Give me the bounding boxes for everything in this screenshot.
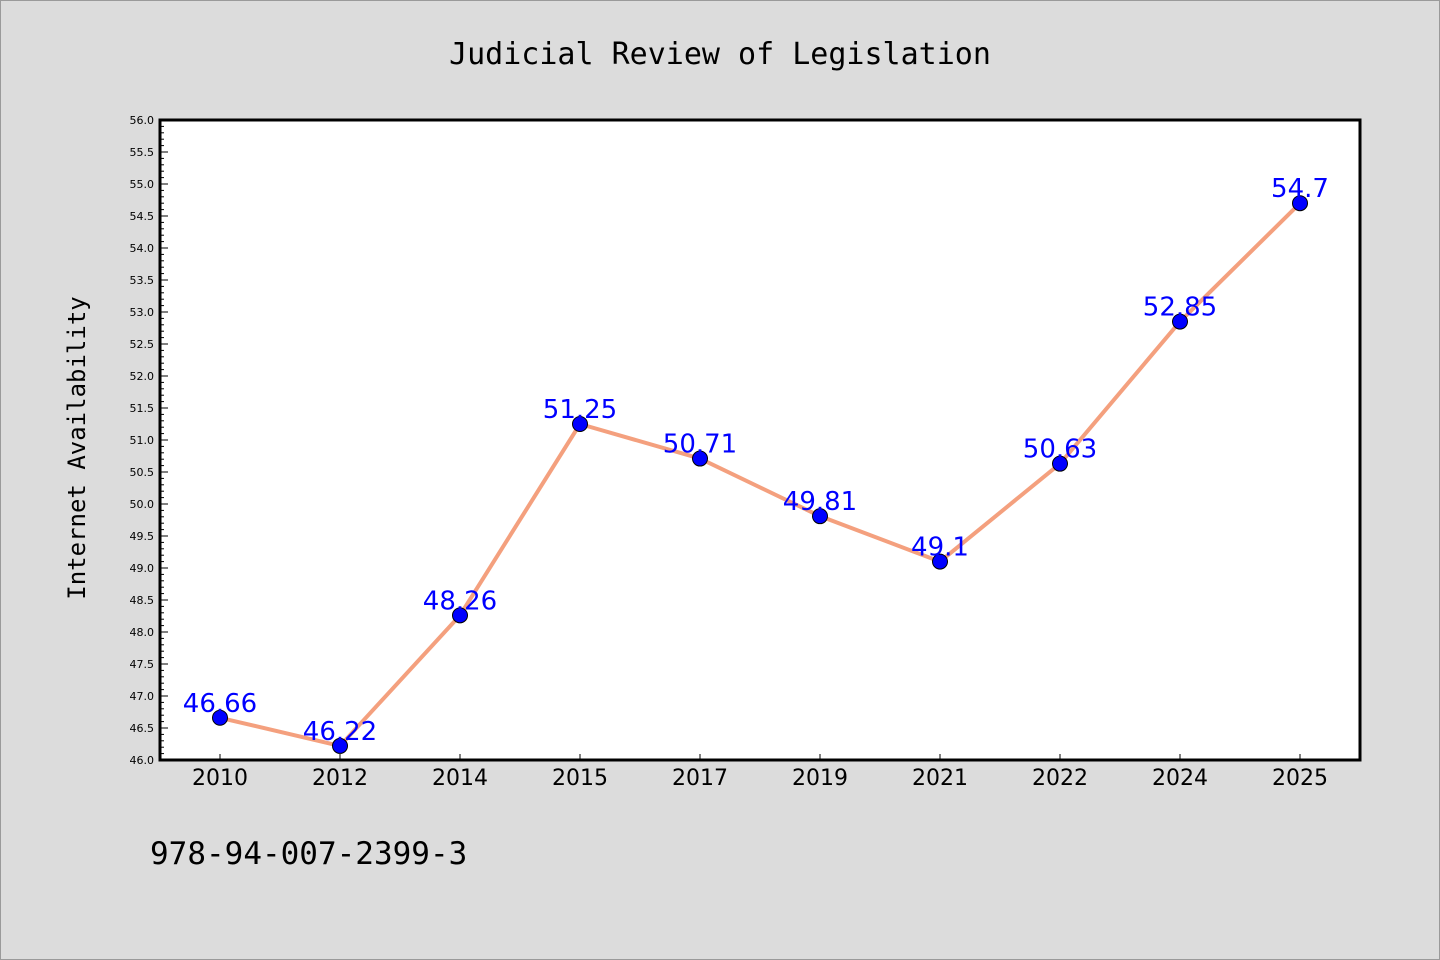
y-tick-label: 47.0 [130,690,155,703]
x-tick-label: 2017 [672,766,728,791]
y-tick-label: 48.5 [130,594,155,607]
x-tick-label: 2019 [792,766,848,791]
data-label: 49.81 [783,487,857,517]
y-tick-label: 49.0 [130,562,155,575]
data-point [1172,313,1188,330]
y-tick-label: 55.5 [130,146,155,159]
y-tick-label: 51.0 [130,434,155,447]
chart-title: Judicial Review of Legislation [449,37,991,72]
isbn-footer: 978-94-007-2399-3 [150,836,467,872]
data-point [692,450,708,467]
data-labels: 46.66 46.22 48.26 51.25 50.71 49.81 49.1 50.63 5… [183,174,1329,747]
x-tick-label: 2025 [1272,766,1328,791]
y-axis-label: Internet Availability [63,296,91,599]
x-axis: 2010 2012 2014 2015 2017 2019 2021 2022 2024 2025 [192,754,1328,791]
y-tick-label: 53.5 [130,274,155,287]
y-tick-label: 47.5 [130,658,155,671]
x-tick-label: 2022 [1032,766,1088,791]
y-tick-label: 55.0 [130,178,155,191]
series-markers [212,195,1308,754]
data-point [452,607,468,624]
y-tick-label: 46.0 [130,754,155,767]
data-label: 54.7 [1271,174,1329,204]
data-point [212,709,228,726]
plot-area [158,118,1362,762]
x-tick-label: 2015 [552,766,608,791]
y-tick-label: 52.5 [130,338,155,351]
y-tick-label: 56.0 [130,114,155,127]
data-point [572,416,588,432]
y-axis: 46.0 46.5 47.0 47.5 48.0 48.5 49.0 49.5 50.0 50.5… [130,114,168,767]
y-tick-label: 51.5 [130,402,155,415]
y-tick-label: 54.5 [130,210,155,223]
y-tick-label: 49.5 [130,530,155,543]
data-point [812,508,828,525]
y-tick-label: 46.5 [130,722,155,735]
data-label: 46.66 [183,689,257,719]
x-tick-label: 2014 [432,766,488,791]
y-tick-label: 54.0 [130,242,155,255]
y-tick-label: 52.0 [130,370,155,383]
data-point [1052,455,1068,472]
data-label: 52.85 [1143,293,1217,323]
data-label: 46.22 [303,717,377,747]
data-label: 49.1 [911,533,969,563]
data-label: 50.71 [663,430,737,460]
y-tick-label: 53.0 [130,306,155,319]
y-tick-label: 48.0 [130,626,155,639]
x-tick-label: 2021 [912,766,968,791]
data-label: 51.25 [543,395,617,425]
data-point [1292,195,1308,212]
series-line [219,201,1302,748]
x-tick-label: 2010 [192,766,248,791]
data-point [332,737,348,754]
y-tick-label: 50.0 [130,498,155,511]
data-point [932,553,948,570]
data-label: 50.63 [1023,435,1097,465]
x-tick-label: 2012 [312,766,368,791]
y-tick-label: 50.5 [130,466,155,479]
data-label: 48.26 [423,586,497,616]
x-tick-label: 2024 [1152,766,1208,791]
